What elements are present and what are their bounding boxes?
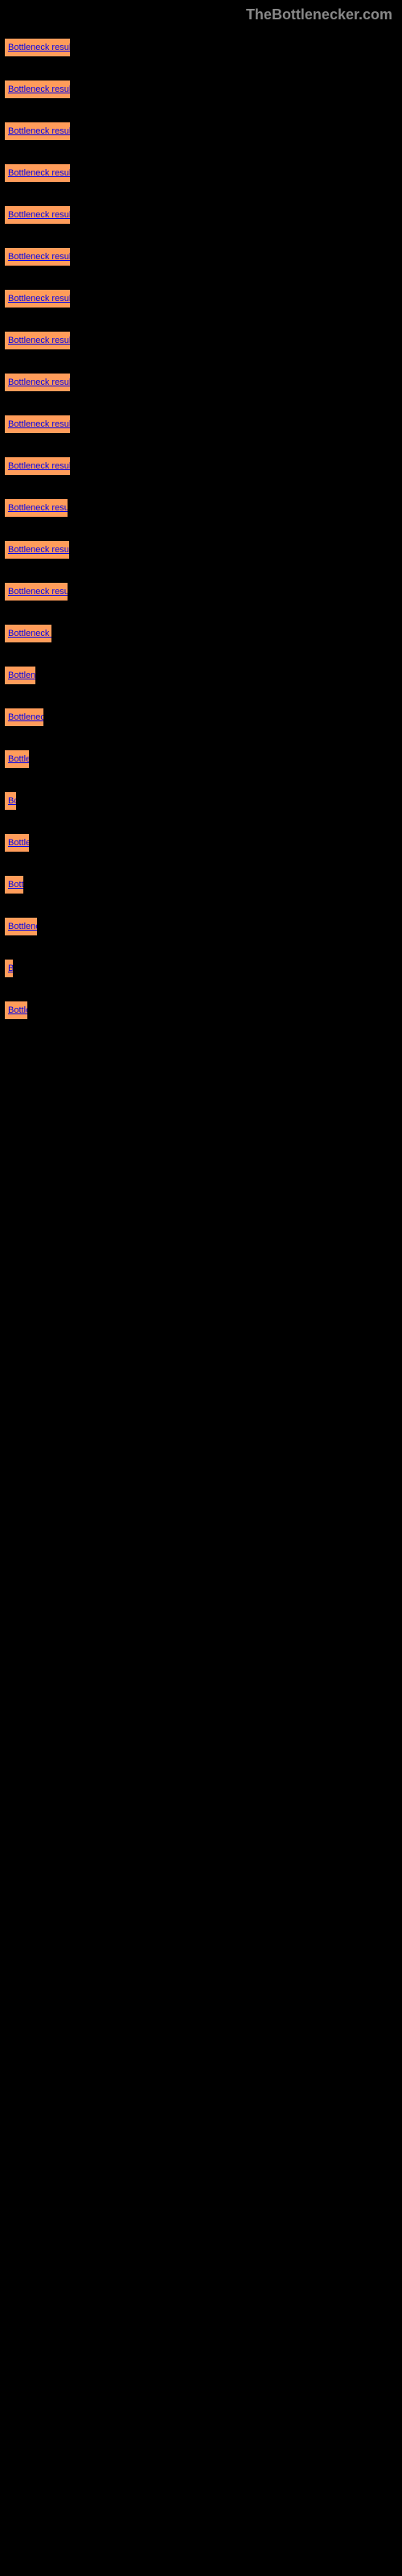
bar[interactable]: Bottleneck result xyxy=(4,540,70,559)
bar-label[interactable]: Bottleneck result xyxy=(8,126,71,136)
bar-label[interactable]: Bottle xyxy=(8,754,30,764)
bar-label[interactable]: Bottlene xyxy=(8,922,38,931)
chart-container: Bottleneck result Bottleneck result Bottle… xyxy=(0,30,402,1051)
bar[interactable]: Bottleneck r xyxy=(4,624,52,643)
bar[interactable]: Bottlene xyxy=(4,666,36,685)
bar-row: Bottle xyxy=(4,1001,398,1020)
bar-row: Bottleneck result xyxy=(4,498,398,518)
bar-label[interactable]: Bottleneck result xyxy=(8,336,71,345)
bar-row: Bottlene xyxy=(4,666,398,685)
bar-row: Bottleneck result xyxy=(4,331,398,350)
header-watermark: TheBottlenecker.com xyxy=(0,0,402,30)
bar-label[interactable]: Bottleneck result xyxy=(8,503,68,513)
bar-row: B xyxy=(4,959,398,978)
bar[interactable]: Bottleneck result xyxy=(4,373,71,392)
bar-row: Bottleneck result xyxy=(4,289,398,308)
bar[interactable]: Bottle xyxy=(4,833,30,852)
bar-label[interactable]: Bottleneck result xyxy=(8,210,71,220)
bar-label[interactable]: Bottleneck result xyxy=(8,587,68,597)
bar-row: Bottleneck result xyxy=(4,540,398,559)
bar-row: Bottleneck result xyxy=(4,38,398,57)
bar-row: Bottleneck result xyxy=(4,163,398,183)
bar-label[interactable]: Bottleneck result xyxy=(8,419,71,429)
bar-row: Bottleneck result xyxy=(4,456,398,476)
bar-label[interactable]: Bottleneck result xyxy=(8,294,71,303)
bar[interactable]: Bottleneck result xyxy=(4,38,71,57)
bar-row: Bottleneck r xyxy=(4,624,398,643)
bar-label[interactable]: Bottleneck xyxy=(8,712,44,722)
bar-label[interactable]: Bottleneck result xyxy=(8,545,70,555)
bar-label[interactable]: B xyxy=(8,964,14,973)
bar-row: Bottleneck xyxy=(4,708,398,727)
bar[interactable]: Bottleneck result xyxy=(4,582,68,601)
bar-label[interactable]: Bott xyxy=(8,880,24,890)
bar-label[interactable]: Bottleneck result xyxy=(8,43,71,52)
bar[interactable]: Bottlene xyxy=(4,917,38,936)
bar[interactable]: Bottleneck result xyxy=(4,163,71,183)
bar[interactable]: Bottle xyxy=(4,1001,28,1020)
bar[interactable]: Bottleneck result xyxy=(4,331,71,350)
bar-label[interactable]: Bottle xyxy=(8,1005,28,1015)
bar[interactable]: Bottleneck result xyxy=(4,247,71,266)
bar-row: Bott xyxy=(4,875,398,894)
bar[interactable]: Bottleneck result xyxy=(4,289,71,308)
bar-row: Bottleneck result xyxy=(4,373,398,392)
bar[interactable]: Bottleneck result xyxy=(4,498,68,518)
bar-label[interactable]: Bottleneck r xyxy=(8,629,52,638)
bar-row: Bottleneck result xyxy=(4,247,398,266)
bar-label[interactable]: Bottleneck result xyxy=(8,168,71,178)
bar-row: Bottlene xyxy=(4,917,398,936)
bar[interactable]: Bott xyxy=(4,875,24,894)
bar[interactable]: Bottleneck result xyxy=(4,415,71,434)
bar-row: Bottleneck result xyxy=(4,582,398,601)
watermark-text: TheBottlenecker.com xyxy=(246,6,392,23)
bar[interactable]: Bottleneck result xyxy=(4,205,71,225)
bar[interactable]: Bottle xyxy=(4,749,30,769)
bar-label[interactable]: Bottleneck result xyxy=(8,252,71,262)
bar[interactable]: Bottleneck xyxy=(4,708,44,727)
bar-label[interactable]: Bottleneck result xyxy=(8,378,71,387)
bar-label[interactable]: Bottleneck result xyxy=(8,85,71,94)
bar[interactable]: Bottleneck result xyxy=(4,80,71,99)
bar-label[interactable]: Bo xyxy=(8,796,17,806)
bar-row: Bo xyxy=(4,791,398,811)
bar-label[interactable]: Bottlene xyxy=(8,671,36,680)
bar-row: Bottleneck result xyxy=(4,122,398,141)
bar-label[interactable]: Bottle xyxy=(8,838,30,848)
bar[interactable]: B xyxy=(4,959,14,978)
bar-row: Bottle xyxy=(4,749,398,769)
bar[interactable]: Bottleneck result xyxy=(4,122,71,141)
bar-row: Bottleneck result xyxy=(4,205,398,225)
bar[interactable]: Bottleneck result xyxy=(4,456,71,476)
bar-row: Bottle xyxy=(4,833,398,852)
bar[interactable]: Bo xyxy=(4,791,17,811)
bar-row: Bottleneck result xyxy=(4,415,398,434)
bar-row: Bottleneck result xyxy=(4,80,398,99)
bar-label[interactable]: Bottleneck result xyxy=(8,461,71,471)
